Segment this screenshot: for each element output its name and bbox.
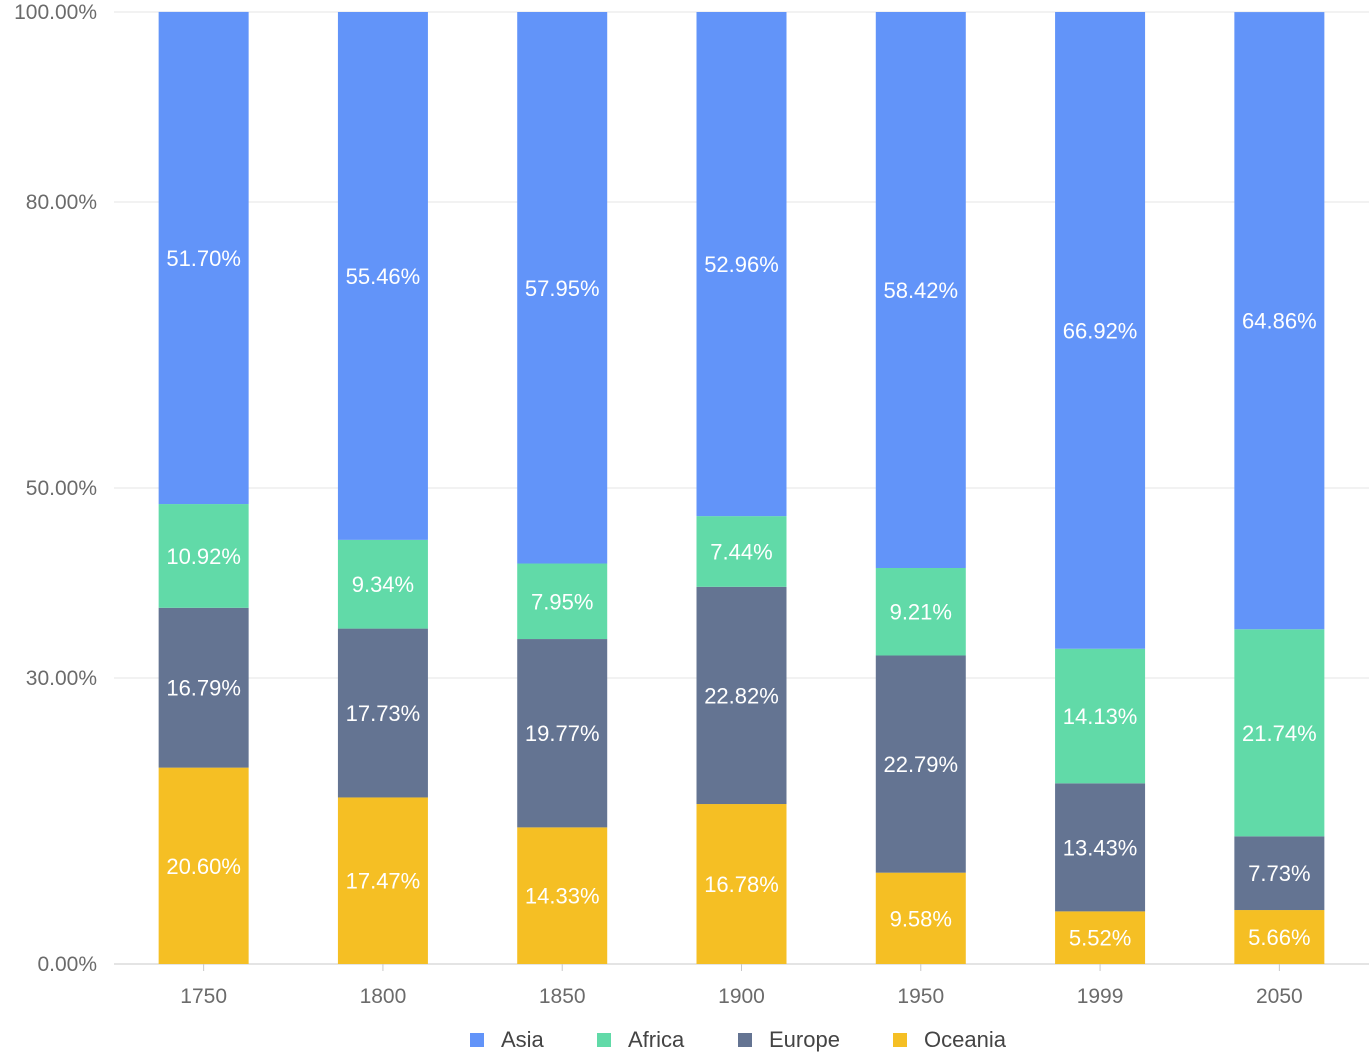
legend-swatch-oceania [893, 1033, 907, 1047]
data-label-europe: 22.82% [704, 683, 779, 708]
x-tick-label: 1950 [897, 985, 944, 1008]
data-label-asia: 66.92% [1063, 318, 1138, 343]
x-tick-label: 1850 [539, 985, 586, 1008]
bar-segment-oceania [696, 804, 787, 964]
data-label-asia: 55.46% [346, 264, 421, 289]
bar-segment-africa [696, 516, 787, 587]
data-label-africa: 21.74% [1242, 721, 1317, 746]
legend-label-oceania: Oceania [924, 1027, 1007, 1052]
bar-segment-asia [1234, 12, 1325, 630]
bar-segment-africa [337, 539, 428, 629]
bar-segment-europe [517, 639, 608, 828]
x-tick-label: 1750 [180, 985, 227, 1008]
bar-segment-europe [1055, 783, 1146, 912]
bar-segment-africa [1055, 648, 1146, 784]
bar-segment-oceania [1055, 911, 1146, 964]
legend-label-asia: Asia [501, 1027, 545, 1052]
bar-segment-asia [158, 11, 249, 505]
bar-segment-oceania [158, 767, 249, 964]
data-label-asia: 51.70% [166, 246, 241, 271]
data-label-oceania: 9.58% [890, 906, 952, 931]
data-label-asia: 57.95% [525, 276, 600, 301]
data-label-europe: 13.43% [1063, 835, 1138, 860]
bar-segment-asia [517, 12, 608, 564]
bar-segment-europe [158, 607, 249, 768]
data-label-africa: 7.95% [531, 589, 593, 614]
bar-segment-asia [696, 12, 787, 517]
data-label-africa: 14.13% [1063, 704, 1138, 729]
data-label-europe: 19.77% [525, 721, 600, 746]
legend-label-africa: Africa [628, 1027, 685, 1052]
bar-segment-oceania [1234, 910, 1325, 964]
bar-segment-africa [1234, 629, 1325, 837]
x-tick-label: 2050 [1256, 985, 1303, 1008]
bars: 20.60% 16.79% 10.92% 51.70% 17.47% 17.73% 9.34… [158, 11, 1325, 964]
y-tick-label: 0.00% [37, 953, 97, 976]
legend-swatch-europe [738, 1033, 752, 1047]
x-tick-label: 1800 [360, 985, 407, 1008]
data-label-africa: 7.44% [710, 539, 772, 564]
data-label-asia: 52.96% [704, 252, 779, 277]
data-label-europe: 16.79% [166, 676, 241, 701]
bar-segment-europe [1234, 836, 1325, 911]
y-tick-label: 30.00% [26, 667, 97, 690]
y-axis-ticks: 0.00% 30.00% 50.00% 80.00% 100.00% [14, 1, 97, 976]
data-label-oceania: 16.78% [704, 872, 779, 897]
bar-segment-europe [875, 655, 966, 873]
bar-segment-asia [1055, 12, 1146, 649]
data-label-oceania: 5.52% [1069, 926, 1131, 951]
data-label-europe: 22.79% [883, 752, 958, 777]
legend-swatch-asia [470, 1033, 484, 1047]
y-tick-label: 100.00% [14, 1, 97, 24]
x-tick-label: 1900 [718, 985, 765, 1008]
bar-segment-asia [875, 12, 966, 568]
data-label-asia: 58.42% [883, 278, 958, 303]
bar-segment-africa [517, 563, 608, 640]
data-label-africa: 9.21% [890, 600, 952, 625]
legend-label-europe: Europe [769, 1027, 840, 1052]
data-label-africa: 9.34% [352, 572, 414, 597]
data-label-europe: 7.73% [1248, 861, 1310, 886]
bar-segment-asia [337, 12, 428, 540]
data-label-africa: 10.92% [166, 544, 241, 569]
bar-segment-oceania [875, 872, 966, 964]
y-tick-label: 50.00% [26, 477, 97, 500]
bar-segment-oceania [337, 797, 428, 964]
data-label-oceania: 14.33% [525, 884, 600, 909]
x-tick-label: 1999 [1077, 985, 1124, 1008]
data-label-europe: 17.73% [346, 701, 421, 726]
data-label-oceania: 5.66% [1248, 925, 1310, 950]
x-axis-ticks: 1750 1800 1850 1900 1950 1999 2050 [180, 964, 1303, 1008]
bar-segment-europe [696, 586, 787, 805]
bar-segment-africa [875, 567, 966, 656]
y-tick-label: 80.00% [26, 191, 97, 214]
data-label-oceania: 20.60% [166, 854, 241, 879]
data-label-oceania: 17.47% [346, 869, 421, 894]
legend-swatch-africa [597, 1033, 611, 1047]
data-label-asia: 64.86% [1242, 309, 1317, 334]
bar-segment-europe [337, 628, 428, 798]
legend: Asia Africa Europe Oceania [470, 1027, 1007, 1052]
bar-segment-oceania [517, 827, 608, 964]
bar-segment-africa [158, 504, 249, 608]
